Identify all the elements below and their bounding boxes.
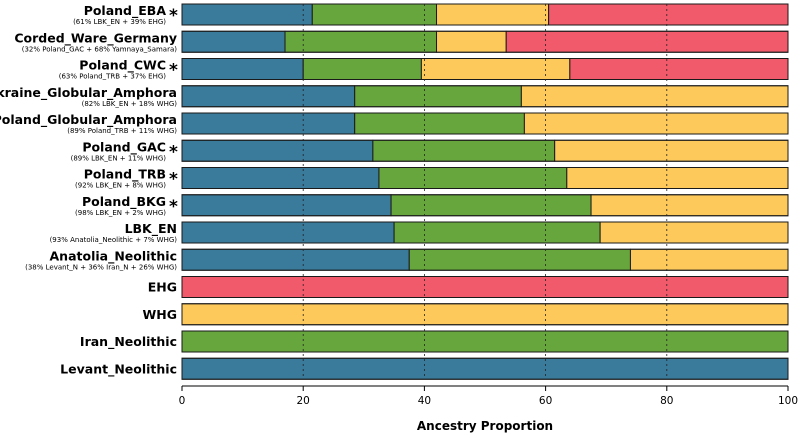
- bar-segment-red-2: [569, 58, 789, 80]
- category-label-10: EHG: [148, 280, 177, 295]
- category-label-12: Iran_Neolithic: [80, 334, 177, 350]
- bar-segment-red-1: [505, 30, 789, 53]
- bar-segment-blue-3: [181, 85, 356, 108]
- category-sublabel-0: (61% LBK_EN + 39% EHG): [73, 18, 166, 26]
- bar-segment-yellow-4: [523, 112, 789, 135]
- bar-outline-8: [181, 221, 789, 244]
- bar-outline-9: [181, 248, 789, 271]
- bar-segment-blue-1: [181, 30, 286, 53]
- category-label-6: Poland_TRB: [84, 167, 166, 183]
- category-sublabel-3: (82% LBK_EN + 18% WHG): [82, 100, 178, 108]
- bar-segment-green-9: [408, 248, 631, 271]
- category-sublabel-7: (98% LBK_EN + 2% WHG): [75, 209, 166, 217]
- category-label-3: Ukraine_Globular_Amphora: [0, 85, 177, 101]
- star-marker-0: *: [169, 6, 178, 26]
- category-label-1: Corded_Ware_Germany: [14, 30, 177, 46]
- bar-segment-green-3: [354, 85, 522, 108]
- bar-segment-blue-0: [181, 3, 313, 26]
- bar-outline-3: [181, 85, 789, 108]
- category-label-7: Poland_BKG: [82, 194, 166, 210]
- bar-segment-blue-7: [181, 194, 392, 217]
- x-tick-label-2: 40: [418, 395, 431, 407]
- bar-segment-blue-5: [181, 139, 374, 162]
- x-axis-label: Ancestry Proportion: [417, 419, 553, 433]
- category-label-9: Anatolia_Neolithic: [50, 248, 178, 264]
- bar-segment-blue-4: [181, 112, 356, 135]
- bar-segment-blue-9: [181, 248, 410, 271]
- category-label-0: Poland_EBA: [84, 3, 167, 19]
- bar-segment-yellow-2: [420, 58, 571, 80]
- bar-segment-green-1: [284, 30, 438, 53]
- bar-segment-green-5: [372, 139, 556, 162]
- x-tick-label-1: 20: [297, 395, 310, 407]
- bar-segment-green-7: [390, 194, 592, 217]
- bar-segment-yellow-5: [554, 139, 789, 162]
- bar-outline-1: [181, 30, 789, 53]
- bar-segment-blue-8: [181, 221, 395, 244]
- bar-outline-6: [181, 167, 789, 189]
- bar-outline-2: [181, 58, 789, 80]
- star-marker-6: *: [169, 170, 178, 190]
- x-tick-label-0: 0: [179, 395, 186, 407]
- bar-segment-yellow-0: [436, 3, 550, 26]
- bar-outline-10: [181, 276, 789, 298]
- bar-segment-green-2: [302, 58, 422, 80]
- bar-segment-yellow-8: [599, 221, 789, 244]
- category-sublabel-4: (89% Poland_TRB + 11% WHG): [67, 127, 177, 135]
- star-marker-2: *: [169, 61, 178, 81]
- bar-segment-green-0: [311, 3, 438, 26]
- category-sublabel-6: (92% LBK_EN + 8% WHG): [75, 182, 166, 190]
- bar-segment-yellow-6: [566, 167, 789, 189]
- bar-outline-0: [181, 3, 789, 26]
- bar-segment-yellow-9: [629, 248, 789, 271]
- bar-segment-red-0: [548, 3, 789, 26]
- category-sublabel-1: (32% Poland_GAC + 68% Yamnaya_Samara): [22, 45, 178, 53]
- bar-segment-yellow-11: [181, 303, 789, 326]
- x-axis: 0 20 40 60 80 100: [179, 385, 798, 407]
- bar-segment-red-10: [181, 276, 789, 298]
- bar-outline-7: [181, 194, 789, 217]
- bar-segment-yellow-1: [436, 30, 507, 53]
- bar-segment-blue-13: [181, 357, 789, 380]
- bar-outline-4: [181, 112, 789, 135]
- category-label-8: LBK_EN: [125, 221, 177, 237]
- bar-segment-blue-6: [181, 167, 380, 189]
- bar-segment-blue-2: [181, 58, 304, 80]
- category-sublabel-2: (63% Poland_TRB + 37% EHG): [59, 73, 167, 81]
- bar-segment-yellow-7: [590, 194, 789, 217]
- bar-outline-11: [181, 303, 789, 326]
- star-marker-7: *: [169, 197, 178, 217]
- category-sublabel-5: (89% LBK_EN + 11% WHG): [71, 154, 167, 162]
- category-label-13: Levant_Neolithic: [60, 361, 177, 377]
- bars-layer: [181, 3, 789, 380]
- category-label-4: Poland_Globular_Amphora: [0, 112, 177, 128]
- bar-segment-green-6: [378, 167, 568, 189]
- bar-segment-green-4: [354, 112, 525, 135]
- category-labels: Poland_EBA(61% LBK_EN + 39% EHG) *Corded_…: [0, 3, 178, 377]
- x-tick-label-5: 100: [778, 395, 798, 407]
- category-label-5: Poland_GAC: [82, 139, 166, 155]
- bar-outline-13: [181, 357, 789, 380]
- bar-outline-5: [181, 139, 789, 162]
- bar-outline-12: [181, 330, 789, 353]
- category-sublabel-9: (38% Levant_N + 36% Iran_N + 26% WHG): [25, 263, 177, 271]
- category-label-11: WHG: [142, 307, 177, 322]
- star-marker-5: *: [169, 142, 178, 162]
- category-label-2: Poland_CWC: [79, 58, 166, 74]
- category-sublabel-8: (93% Anatolia_Neolithic + 7% WHG): [50, 236, 178, 244]
- x-tick-label-3: 60: [539, 395, 552, 407]
- bar-segment-green-12: [181, 330, 789, 353]
- x-tick-label-4: 80: [660, 395, 673, 407]
- bar-segment-green-8: [393, 221, 601, 244]
- bar-segment-yellow-3: [520, 85, 789, 108]
